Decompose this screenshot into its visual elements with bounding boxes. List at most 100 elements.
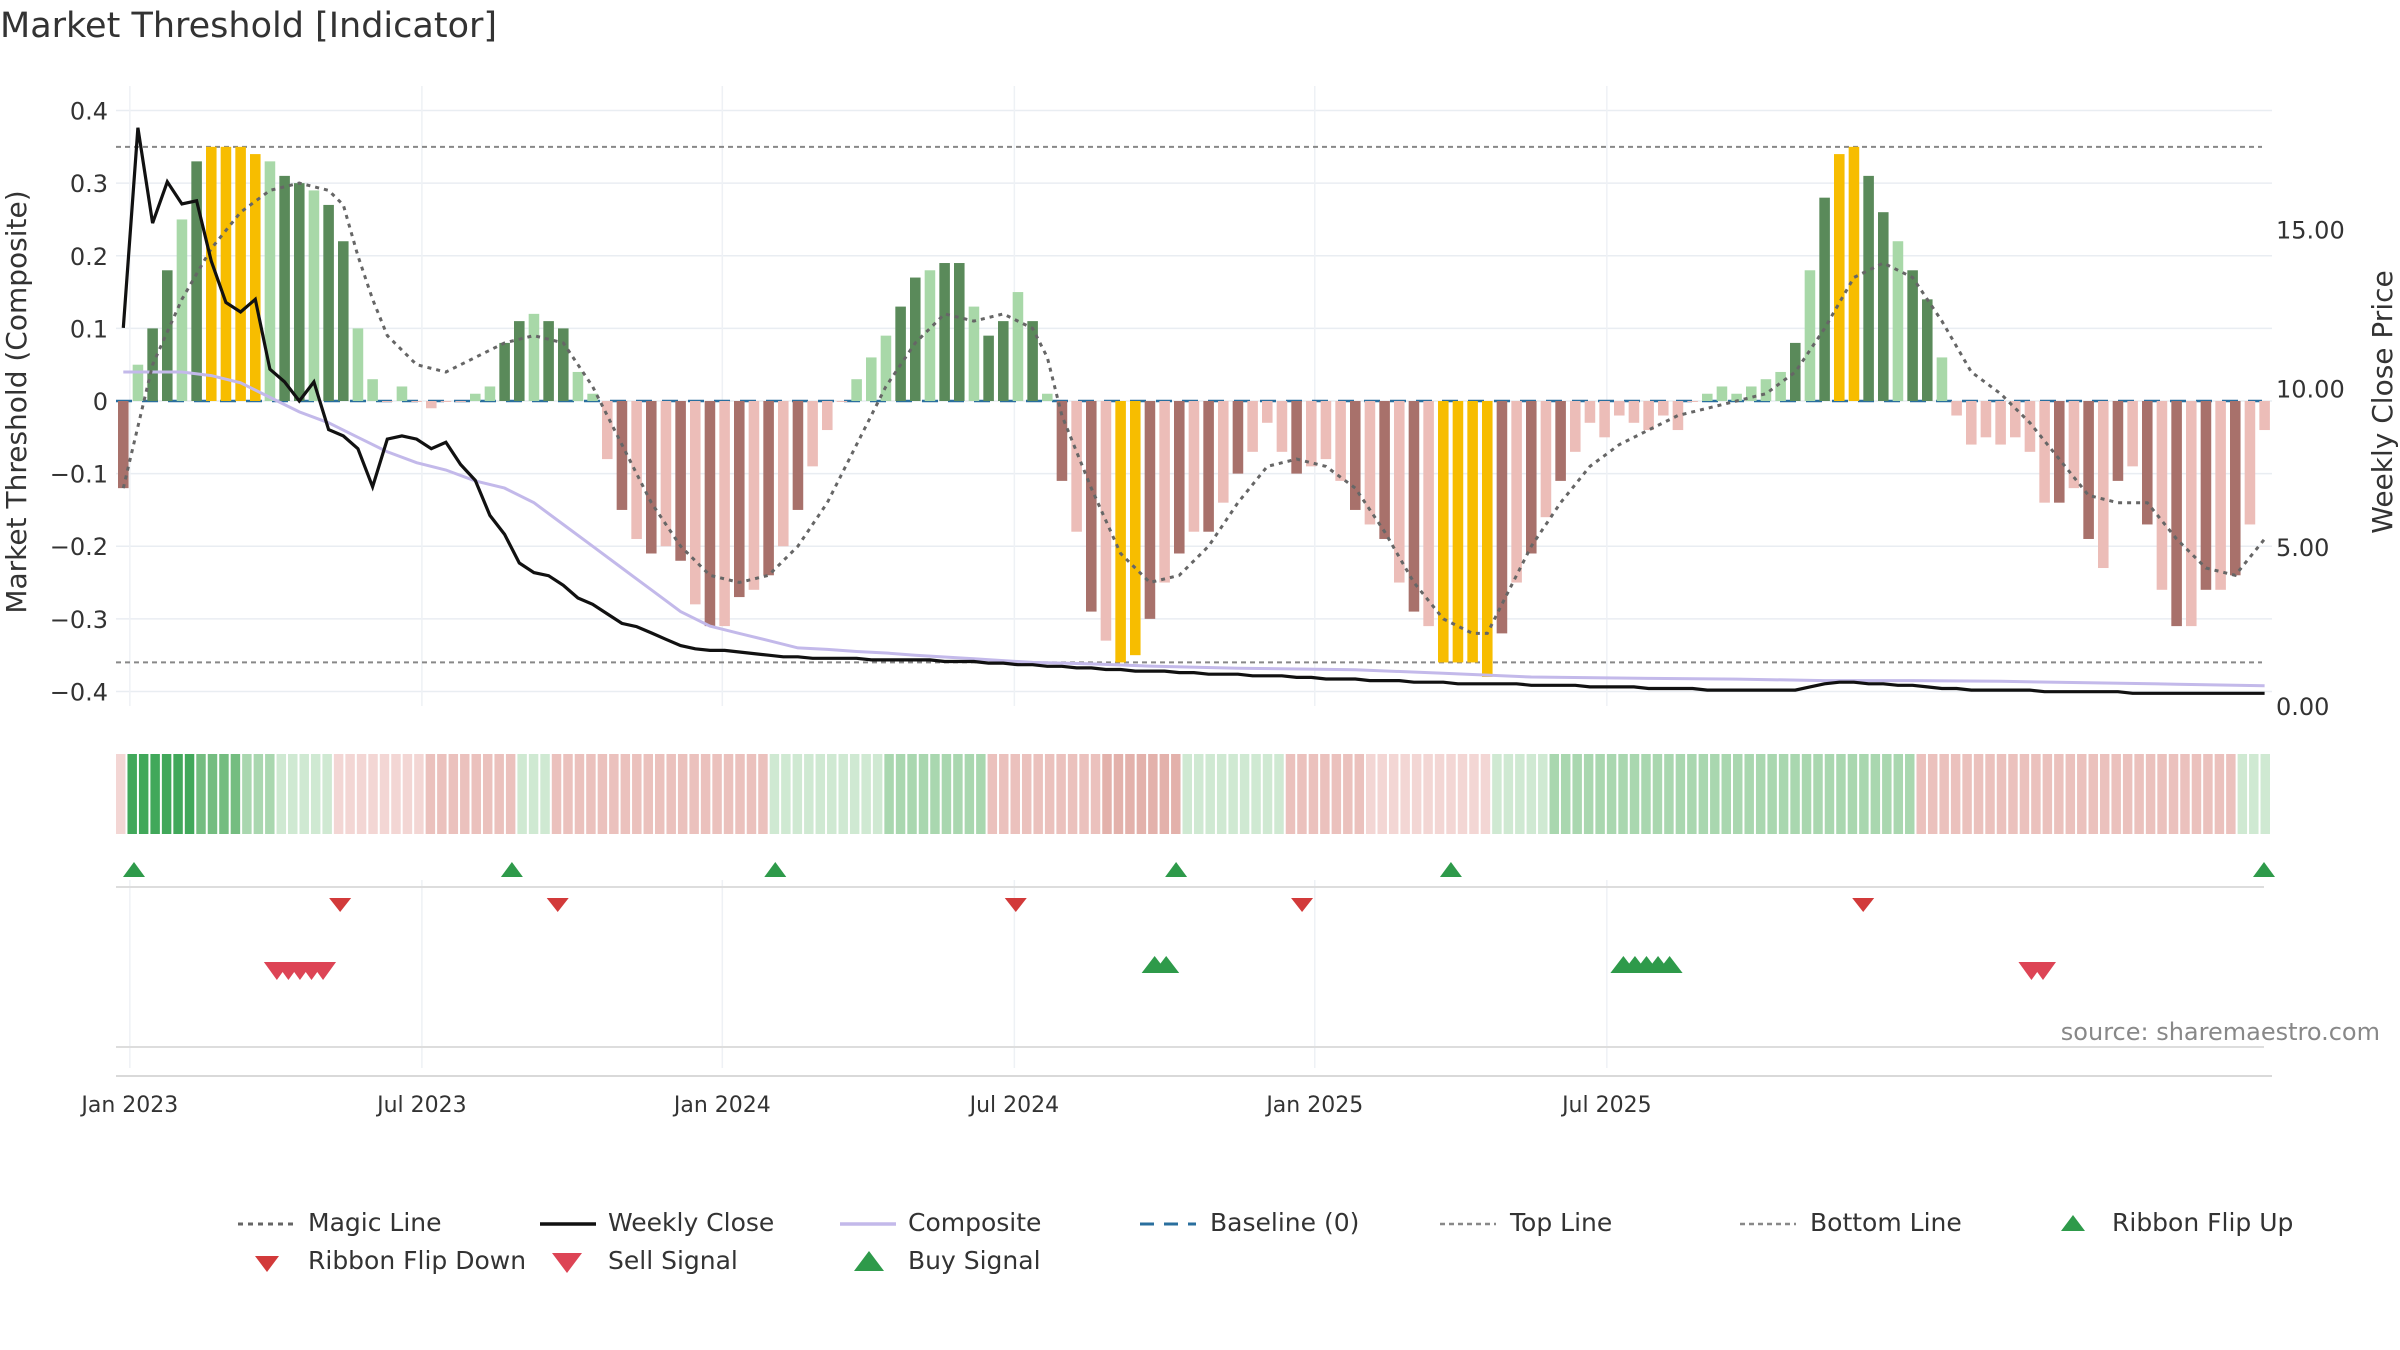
ribbon-cell xyxy=(735,754,745,834)
composite-bar xyxy=(1467,401,1478,663)
ribbon-cell xyxy=(1274,754,1284,834)
ribbon-cell xyxy=(299,754,309,834)
ribbon-cell xyxy=(425,754,436,834)
chart-title: Market Threshold [Indicator] xyxy=(0,6,498,46)
ribbon-cell xyxy=(609,754,619,834)
composite-bar xyxy=(1614,401,1625,416)
composite-bar xyxy=(1555,401,1566,481)
ribbon-cell xyxy=(918,754,929,834)
composite-bar xyxy=(807,401,818,467)
ribbon-cell xyxy=(689,754,699,834)
ribbon-cell xyxy=(2122,754,2133,834)
ribbon-cell xyxy=(2054,754,2064,834)
ribbon-cell xyxy=(356,754,367,834)
composite-bar xyxy=(1423,401,1434,627)
composite-bar xyxy=(1086,401,1097,612)
composite-bar xyxy=(1496,401,1508,634)
ribbon-cell xyxy=(1767,754,1777,834)
ribbon-cell xyxy=(1801,754,1812,834)
ribbon-cell xyxy=(884,754,894,834)
ribbon-flip-up-marker xyxy=(764,862,787,877)
composite-bar xyxy=(1188,401,1200,532)
ribbon-cell xyxy=(849,754,860,834)
ribbon-cell xyxy=(1033,754,1043,834)
ribbon-cell xyxy=(1113,754,1124,834)
composite-bar xyxy=(1526,401,1537,554)
composite-bar xyxy=(1570,401,1581,452)
composite-line xyxy=(123,370,2265,688)
ribbon-flip-down-marker xyxy=(546,898,569,912)
composite-bar xyxy=(2171,401,2182,627)
composite-bar xyxy=(1819,197,1830,401)
composite-bar xyxy=(1716,386,1728,401)
ribbon-cell xyxy=(437,754,447,834)
ribbon-cell xyxy=(1492,754,1502,834)
ribbon-cell xyxy=(1606,754,1617,834)
composite-bar xyxy=(1863,175,1874,401)
ribbon-cell xyxy=(345,754,355,834)
ribbon-cell xyxy=(1950,754,1961,834)
composite-bar xyxy=(1922,299,1933,401)
ribbon-flip-up-marker xyxy=(2253,862,2275,877)
ribbon-cell xyxy=(597,754,608,834)
ribbon-cell xyxy=(2157,754,2167,834)
ribbon-cell xyxy=(781,754,791,834)
composite-bar xyxy=(411,401,422,402)
ribbon-flip-down-marker xyxy=(1852,898,1875,912)
ribbon-flip-down-marker xyxy=(1004,898,1027,912)
ribbon-cell xyxy=(677,754,688,834)
ribbon-cell xyxy=(2214,754,2225,834)
ribbon-cell xyxy=(1251,754,1261,834)
ribbon-cell xyxy=(2249,754,2259,834)
composite-bar xyxy=(572,371,584,401)
ribbon-cell xyxy=(1664,754,1674,834)
y-axis-title: Market Threshold (Composite) xyxy=(0,190,33,613)
composite-bar xyxy=(484,386,496,401)
ribbon-cell xyxy=(253,754,264,834)
ribbon-flip-down-marker xyxy=(329,898,352,912)
ribbon-cell xyxy=(872,754,883,834)
composite-bar xyxy=(1291,401,1302,474)
composite-bar xyxy=(939,263,950,401)
composite-bar xyxy=(1731,393,1742,401)
ribbon-cell xyxy=(219,754,229,834)
magic-line xyxy=(121,181,2266,635)
ribbon-cell xyxy=(1755,754,1766,834)
composite-bar xyxy=(1775,371,1786,401)
ribbon-cell xyxy=(643,754,653,834)
ribbon-cell xyxy=(184,754,195,834)
composite-bar xyxy=(880,335,892,401)
ribbon-cell xyxy=(1469,754,1479,834)
composite-bar xyxy=(1174,401,1185,554)
ribbon-cell xyxy=(2099,754,2110,834)
composite-bar xyxy=(2142,401,2153,525)
ribbon-cell xyxy=(150,754,160,834)
composite-bar xyxy=(426,401,437,409)
composite-bar xyxy=(2112,401,2124,481)
ribbon-cell xyxy=(1526,754,1537,834)
y-tick-label: 0 xyxy=(93,388,108,416)
composite-bar xyxy=(1262,401,1273,423)
ribbon-cell xyxy=(574,754,585,834)
ribbon-cell xyxy=(1560,754,1571,834)
y2-tick-label: 10.00 xyxy=(2276,375,2345,403)
ribbon-cell xyxy=(1836,754,1846,834)
composite-bar xyxy=(2230,401,2241,576)
composite-bar xyxy=(2127,401,2138,467)
ribbon-cell xyxy=(2077,754,2087,834)
ribbon-cell xyxy=(1905,754,1915,834)
composite-bar xyxy=(2039,401,2050,503)
ribbon-cell xyxy=(1216,754,1227,834)
ribbon-cell xyxy=(1079,754,1089,834)
ribbon-cell xyxy=(1859,754,1869,834)
composite-bar xyxy=(646,401,657,554)
composite-bar xyxy=(1848,146,1860,401)
ribbon-cell xyxy=(288,754,298,834)
ribbon-cell xyxy=(769,754,780,834)
composite-bar xyxy=(264,161,276,401)
ribbon-cell xyxy=(964,754,975,834)
ribbon-cell xyxy=(1744,754,1754,834)
composite-bar xyxy=(528,313,540,401)
y-tick-label: −0.3 xyxy=(50,606,108,634)
composite-bar xyxy=(616,401,628,510)
